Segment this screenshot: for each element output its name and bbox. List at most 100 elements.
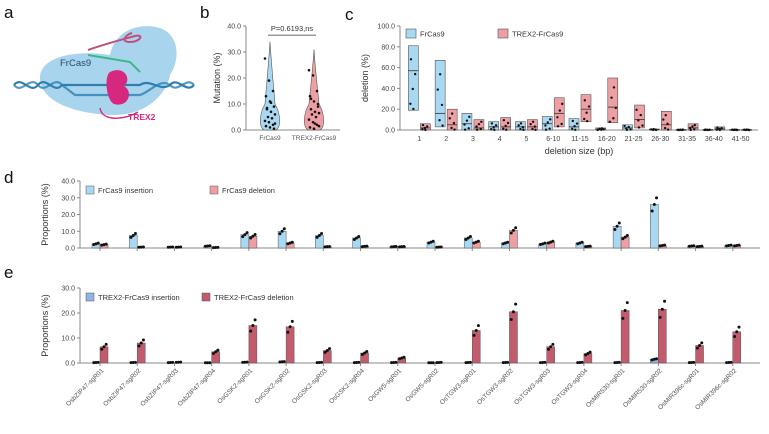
data-point — [264, 94, 268, 98]
data-point — [179, 360, 183, 364]
x-tick-label: 3 — [471, 136, 475, 143]
data-point — [102, 345, 106, 349]
data-point — [511, 228, 515, 232]
data-point — [402, 244, 406, 248]
data-point — [475, 125, 478, 128]
data-point — [514, 302, 518, 306]
data-point — [596, 128, 599, 132]
data-point — [171, 360, 175, 364]
data-point — [629, 128, 632, 131]
data-point — [270, 117, 274, 120]
data-point — [272, 105, 276, 108]
data-point — [731, 128, 734, 131]
panel-label-d: d — [4, 168, 13, 187]
data-point — [203, 244, 207, 248]
data-point — [479, 127, 482, 131]
panel-label-a: a — [4, 3, 14, 22]
x-tick-label: OsbZIP47-sgR03 — [139, 367, 180, 408]
data-point — [587, 105, 591, 108]
legend-label: TREX2-FrCas9 deletion — [214, 293, 294, 302]
legend-label: TREX2-FrCas9 — [512, 30, 563, 39]
data-point — [474, 329, 478, 332]
data-point — [273, 122, 277, 125]
data-point — [677, 128, 680, 132]
data-point — [521, 126, 525, 129]
range-bar — [634, 104, 645, 129]
data-point — [519, 122, 523, 125]
data-point — [450, 126, 453, 130]
data-point — [320, 360, 324, 364]
data-point — [311, 120, 315, 124]
y-tick-label: 40.0 — [227, 24, 241, 31]
range-bar — [500, 117, 511, 131]
data-point — [464, 237, 468, 241]
data-point — [650, 209, 654, 213]
data-point — [541, 361, 545, 364]
data-point — [480, 120, 483, 123]
data-point — [534, 128, 537, 131]
data-point — [323, 350, 327, 354]
data-point — [431, 361, 435, 365]
data-point — [282, 360, 286, 364]
data-point — [561, 102, 564, 106]
data-point — [251, 324, 255, 327]
guide-rna-spacer — [87, 54, 141, 73]
legend-swatch — [85, 185, 95, 195]
data-point — [608, 120, 611, 124]
data-point — [543, 360, 547, 364]
data-point — [314, 115, 318, 119]
data-point — [613, 361, 617, 365]
legend-label: TREX2-FrCas9 insertion — [98, 293, 180, 302]
data-point — [505, 128, 508, 131]
data-point — [360, 245, 364, 249]
x-tick-label: OsTGW3-sgR01 — [439, 367, 478, 406]
data-point — [466, 361, 470, 364]
data-point — [214, 350, 218, 354]
legend-label: FrCas9 insertion — [98, 186, 153, 195]
x-tick-label: OsTGW3-sgR02 — [476, 367, 515, 406]
x-tick-label: OsbZIP47-sgR04 — [177, 367, 218, 408]
data-point — [137, 344, 141, 348]
data-point — [363, 244, 367, 248]
data-point — [655, 196, 659, 200]
panel-label-e: e — [4, 263, 13, 282]
data-point — [92, 361, 96, 365]
data-point — [323, 245, 327, 249]
range-bar — [607, 77, 619, 124]
panel-c-floating-bars: 0.0 20.0 40.0 60.0 80.0 100.0 deletion (%) 1 2 3 4… — [360, 24, 758, 156]
data-point — [94, 361, 98, 364]
data-point — [271, 89, 275, 93]
data-point — [355, 236, 359, 240]
data-point — [698, 344, 702, 347]
data-point — [576, 361, 580, 365]
data-point — [637, 119, 640, 122]
y-tick-label: 80.0 — [381, 44, 395, 51]
data-point — [549, 345, 553, 349]
data-point — [280, 360, 284, 364]
data-point — [502, 118, 506, 122]
x-tick-label: OsbZIP47-sgR02 — [102, 367, 143, 408]
data-point — [211, 246, 215, 250]
data-point — [733, 128, 736, 131]
x-tick-label: 4 — [498, 136, 502, 143]
data-point — [588, 244, 592, 248]
y-tick-label: 20.0 — [381, 107, 395, 114]
data-point — [328, 347, 332, 351]
data-point — [688, 126, 692, 130]
data-point — [392, 361, 396, 364]
data-point — [573, 125, 576, 128]
data-point — [615, 224, 619, 228]
data-point — [452, 121, 456, 125]
data-point — [560, 122, 563, 126]
data-point — [666, 128, 670, 131]
data-point — [278, 232, 282, 236]
data-point — [623, 124, 626, 128]
data-point — [243, 233, 247, 237]
data-point — [409, 102, 412, 105]
data-point — [663, 126, 667, 130]
data-point — [139, 245, 143, 249]
y-tick-label: 10.0 — [227, 102, 241, 109]
data-point — [131, 233, 135, 237]
data-point — [315, 89, 319, 93]
